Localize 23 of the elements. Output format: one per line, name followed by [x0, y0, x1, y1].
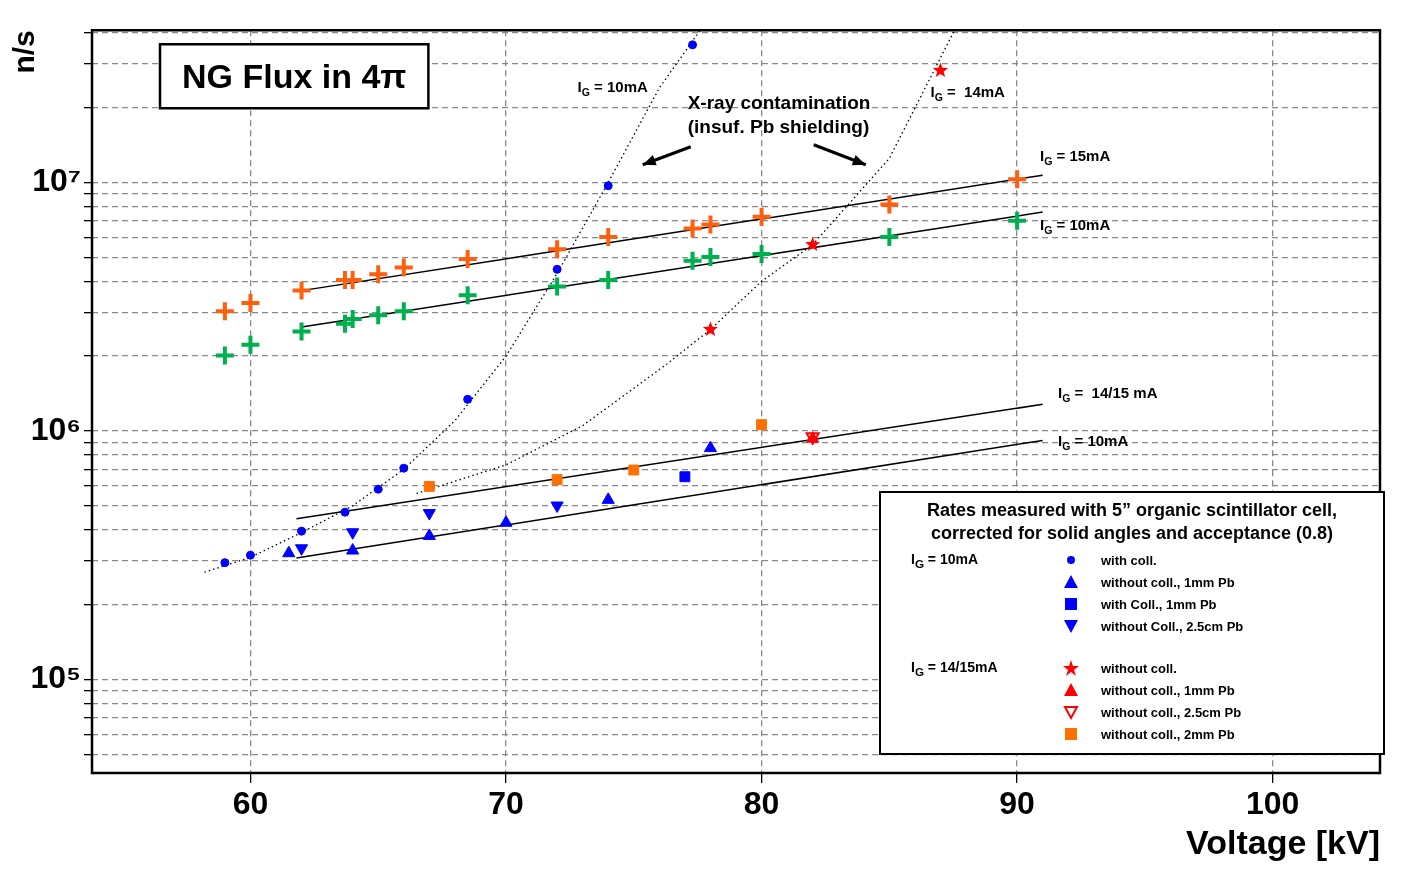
legend-label: without coll., 1mm Pb — [1101, 682, 1235, 698]
legend-label: without Coll., 2.5cm Pb — [1101, 618, 1244, 634]
x-tick-label: 80 — [743, 785, 780, 822]
annotation: I$_{G}$ = 10mA — [910, 550, 980, 570]
x-tick-label: 60 — [232, 785, 269, 822]
legend-title: Rates measured with 5” organic scintillator cell, corrected for solid angles and acceptance (0.8) — [925, 499, 1339, 545]
legend-label: without coll., 2.5cm Pb — [1101, 704, 1242, 720]
x-tick-label: 70 — [488, 785, 524, 822]
annotation: X-ray contamination (insuf. Pb shielding) — [687, 91, 871, 137]
y-axis-title: n/s — [7, 30, 41, 74]
x-tick-label: 100 — [1245, 785, 1300, 822]
x-axis-title: Voltage [kV] — [1186, 822, 1380, 861]
legend-label: with Coll., 1mm Pb — [1101, 596, 1217, 612]
y-tick-label: 10⁷ — [32, 162, 81, 199]
legend-label: with coll. — [1101, 552, 1157, 568]
legend-label: without coll., 2mm Pb — [1101, 726, 1235, 742]
y-tick-label: 10⁶ — [30, 410, 81, 447]
y-tick-label: 10⁵ — [30, 659, 81, 696]
legend-label: without coll., 1mm Pb — [1101, 574, 1235, 590]
text: NG Flux in 4π — [182, 56, 407, 95]
legend-label: without coll. — [1101, 660, 1177, 676]
x-tick-label: 90 — [999, 785, 1035, 822]
annotation: I$_{G}$ = 14/15mA — [910, 658, 999, 678]
